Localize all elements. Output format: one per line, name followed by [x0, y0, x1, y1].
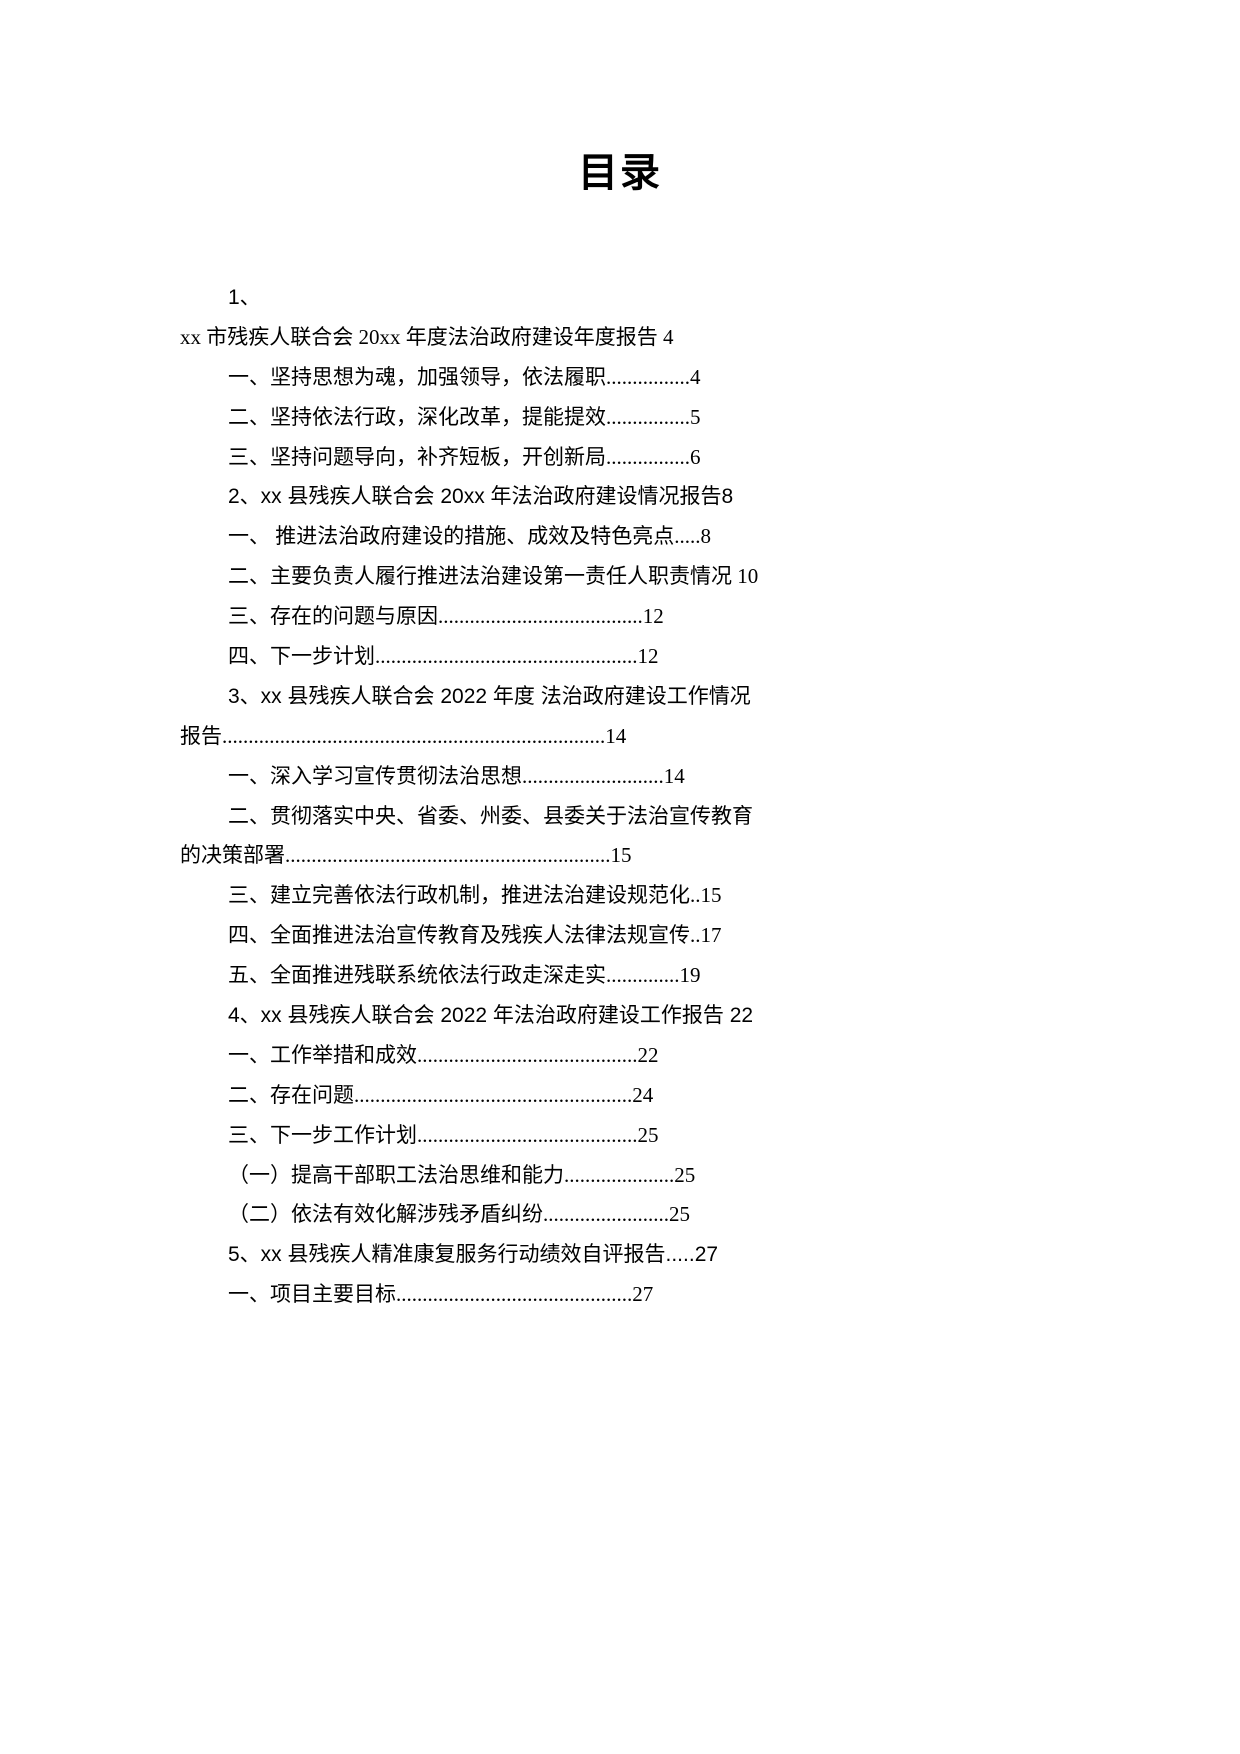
toc-entry-dots: ........................................… — [354, 1083, 632, 1107]
toc-entry: 五、全面推进残联系统依法行政走深走实..............19 — [180, 956, 1060, 996]
toc-entry-label: 一、坚持思想为魂，加强领导，依法履职 — [228, 365, 606, 389]
toc-entry-dots: ........................................… — [222, 724, 605, 748]
toc-entry: 四、下一步计划.................................… — [180, 637, 1060, 677]
toc-entry-label: 三、坚持问题导向，补齐短板，开创新局 — [228, 445, 606, 469]
toc-entry: 四、全面推进法治宣传教育及残疾人法律法规宣传..17 — [180, 916, 1060, 956]
toc-entry-label: 二、坚持依法行政，深化改革，提能提效 — [228, 405, 606, 429]
toc-entry: 三、存在的问题与原因..............................… — [180, 597, 1060, 637]
toc-entry-page: 15 — [701, 883, 722, 907]
toc-entry: 3、xx 县残疾人联合会 2022 年度 法治政府建设工作情况 — [180, 677, 1060, 717]
toc-entry-dots: ....................................... — [438, 604, 643, 628]
toc-entry-page: 15 — [611, 843, 632, 867]
toc-entry-label: （一）提高干部职工法治思维和能力 — [228, 1163, 564, 1187]
toc-entry-label: （二）依法有效化解涉残矛盾纠纷 — [228, 1202, 543, 1226]
toc-entry-dots: .. — [690, 883, 701, 907]
toc-entry: 一、工作举措和成效...............................… — [180, 1036, 1060, 1076]
toc-entry-dots: ........................................… — [285, 843, 611, 867]
toc-entry-page: 12 — [643, 604, 664, 628]
toc-entry: （一）提高干部职工法治思维和能力.....................25 — [180, 1156, 1060, 1196]
toc-entry: 二、坚持依法行政，深化改革，提能提效................5 — [180, 398, 1060, 438]
toc-entry-page: 24 — [632, 1083, 653, 1107]
toc-entry-label: 四、全面推进法治宣传教育及残疾人法律法规宣传 — [228, 923, 690, 947]
toc-entry-label: 二、主要负责人履行推进法治建设第一责任人职责情况 10 — [228, 564, 758, 588]
toc-entry-label: 一、深入学习宣传贯彻法治思想 — [228, 764, 522, 788]
toc-entry-dots: ........................................… — [417, 1123, 638, 1147]
toc-entry-dots: ................ — [606, 365, 690, 389]
toc-entry-label: 四、下一步计划 — [228, 644, 375, 668]
toc-entry-label: 2、xx 县残疾人联合会 20xx 年法治政府建设情况报告8 — [228, 485, 733, 508]
toc-entry: 三、建立完善依法行政机制，推进法治建设规范化..15 — [180, 876, 1060, 916]
toc-entry-prefix: 1、 — [228, 286, 261, 309]
toc-entry: 一、 推进法治政府建设的措施、成效及特色亮点.....8 — [180, 517, 1060, 557]
toc-entry-label: xx 市残疾人联合会 20xx 年度法治政府建设年度报告 4 — [180, 325, 674, 349]
toc-entry-dots: ................ — [606, 445, 690, 469]
toc-entry-page: 22 — [638, 1043, 659, 1067]
toc-entry-label: 三、存在的问题与原因 — [228, 604, 438, 628]
toc-entry-page: 27 — [695, 1243, 718, 1266]
toc-entry-page: 27 — [632, 1282, 653, 1306]
toc-entry-dots: ..... — [666, 1243, 695, 1266]
toc-entry: 的决策部署...................................… — [180, 836, 1060, 876]
toc-entry-dots: .............. — [606, 963, 680, 987]
toc-entry: 一、坚持思想为魂，加强领导，依法履职................4 — [180, 358, 1060, 398]
toc-entry: （二）依法有效化解涉残矛盾纠纷........................2… — [180, 1195, 1060, 1235]
toc-entry-page: 25 — [638, 1123, 659, 1147]
toc-entry: 5、xx 县残疾人精准康复服务行动绩效自评报告.....27 — [180, 1235, 1060, 1275]
toc-entry-label: 的决策部署 — [180, 843, 285, 867]
toc-entry-page: 4 — [690, 365, 701, 389]
toc-entry-dots: ........................... — [522, 764, 664, 788]
toc-entry-label: 二、存在问题 — [228, 1083, 354, 1107]
toc-entry: 1、 — [180, 278, 1060, 318]
toc-entry-label: 二、贯彻落实中央、省委、州委、县委关于法治宣传教育 — [228, 804, 753, 828]
toc-entry-label: 5、xx 县残疾人精准康复服务行动绩效自评报告 — [228, 1243, 666, 1266]
toc-entry-page: 25 — [669, 1202, 690, 1226]
toc-entry-label: 一、项目主要目标 — [228, 1282, 396, 1306]
toc-entry-page: 19 — [680, 963, 701, 987]
toc-entry-page: 6 — [690, 445, 701, 469]
toc-entry-page: 8 — [701, 524, 712, 548]
toc-entry-label: 一、 推进法治政府建设的措施、成效及特色亮点 — [228, 524, 674, 548]
toc-entry: 4、xx 县残疾人联合会 2022 年法治政府建设工作报告 22 — [180, 996, 1060, 1036]
toc-entry-dots: ........................................… — [375, 644, 638, 668]
toc-entry: 三、下一步工作计划...............................… — [180, 1116, 1060, 1156]
toc-entry-page: 5 — [690, 405, 701, 429]
toc-entry: 报告......................................… — [180, 717, 1060, 757]
toc-container: 1、 xx 市残疾人联合会 20xx 年度法治政府建设年度报告 4 一、坚持思想为魂… — [180, 278, 1060, 1315]
toc-entry-page: 17 — [701, 923, 722, 947]
toc-entry: xx 市残疾人联合会 20xx 年度法治政府建设年度报告 4 — [180, 318, 1060, 358]
toc-entry: 二、存在问题..................................… — [180, 1076, 1060, 1116]
toc-entry-label: 三、下一步工作计划 — [228, 1123, 417, 1147]
toc-entry-label: 一、工作举措和成效 — [228, 1043, 417, 1067]
toc-entry-dots: .. — [690, 923, 701, 947]
toc-entry-page: 14 — [664, 764, 685, 788]
toc-entry-dots: ..................... — [564, 1163, 674, 1187]
toc-entry-label: 报告 — [180, 724, 222, 748]
toc-entry: 三、坚持问题导向，补齐短板，开创新局................6 — [180, 438, 1060, 478]
toc-entry: 二、主要负责人履行推进法治建设第一责任人职责情况 10 — [180, 557, 1060, 597]
toc-entry-label: 3、xx 县残疾人联合会 2022 年度 法治政府建设工作情况 — [228, 685, 751, 708]
toc-entry-label: 五、全面推进残联系统依法行政走深走实 — [228, 963, 606, 987]
toc-entry: 二、贯彻落实中央、省委、州委、县委关于法治宣传教育 — [180, 797, 1060, 837]
toc-entry: 一、深入学习宣传贯彻法治思想..........................… — [180, 757, 1060, 797]
toc-entry-dots: ........................................… — [417, 1043, 638, 1067]
toc-entry: 2、xx 县残疾人联合会 20xx 年法治政府建设情况报告8 — [180, 477, 1060, 517]
toc-entry-page: 14 — [605, 724, 626, 748]
toc-entry-dots: ........................................… — [396, 1282, 632, 1306]
toc-entry-page: 12 — [638, 644, 659, 668]
toc-entry-label: 4、xx 县残疾人联合会 2022 年法治政府建设工作报告 22 — [228, 1004, 753, 1027]
toc-entry-label: 三、建立完善依法行政机制，推进法治建设规范化 — [228, 883, 690, 907]
toc-entry-page: 25 — [674, 1163, 695, 1187]
toc-title: 目录 — [180, 140, 1060, 198]
toc-entry-dots: ..... — [674, 524, 700, 548]
toc-entry-dots: ........................ — [543, 1202, 669, 1226]
toc-entry-dots: ................ — [606, 405, 690, 429]
toc-entry: 一、项目主要目标................................… — [180, 1275, 1060, 1315]
